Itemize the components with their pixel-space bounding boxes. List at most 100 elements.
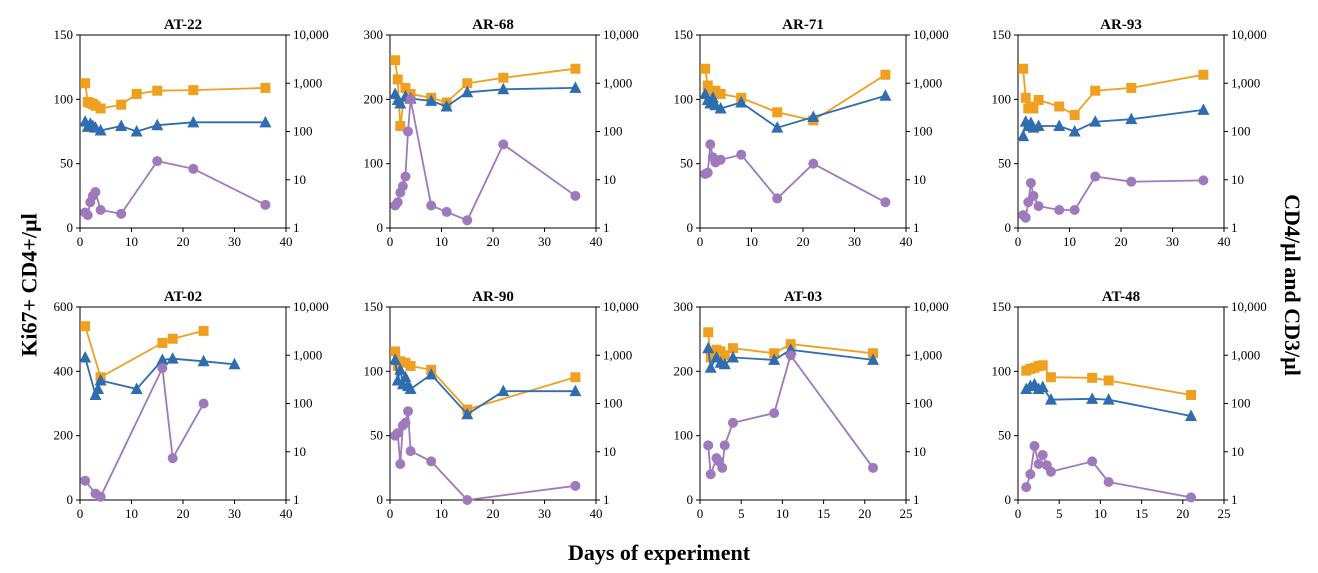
circle-marker [785, 350, 796, 361]
square-marker [1090, 85, 1101, 96]
circle-marker [167, 453, 178, 464]
circle-marker [736, 149, 747, 160]
plot-frame [389, 34, 597, 229]
circle-marker [441, 206, 452, 217]
chart-panel: AT-03 0 5 10 15 20 25 0 100 200 300 1 10 100 1,000 10,0… [674, 289, 949, 521]
circle-marker [116, 208, 127, 219]
square-marker [1045, 372, 1056, 383]
x-tick-label: 30 [228, 234, 241, 249]
series-line-orange [1022, 68, 1204, 117]
square-marker [400, 82, 411, 93]
x-tick-label: 20 [487, 506, 500, 521]
triangle-marker [1017, 129, 1030, 142]
y-tick-label: 0 [687, 220, 694, 235]
chart-panel: AT-22 0 10 20 30 40 0 50 100 150 1 10 100 1,000 10,000 [54, 17, 329, 249]
y2-tick-label: 10,000 [1231, 299, 1267, 314]
circle-marker [808, 158, 819, 169]
square-marker [1186, 390, 1197, 401]
y-tick-label: 300 [364, 27, 384, 42]
square-marker [719, 350, 730, 361]
x-tick-label: 20 [858, 506, 871, 521]
square-marker [570, 63, 581, 74]
y-tick-label: 100 [674, 428, 694, 443]
triangle-marker [867, 353, 880, 365]
circle-marker [188, 163, 199, 174]
circle-marker [426, 200, 437, 211]
series-line-purple [394, 411, 576, 501]
square-marker [157, 337, 168, 348]
triangle-marker [1086, 392, 1099, 404]
triangle-marker [156, 353, 169, 365]
circle-marker [1054, 204, 1065, 215]
y2-tick-label: 1,000 [913, 347, 942, 362]
y2-tick-label: 10,000 [913, 299, 949, 314]
circle-marker [95, 491, 106, 502]
circle-marker [1025, 469, 1036, 480]
chart-panel: AR-71 0 10 20 30 40 0 50 100 150 1 10 100 1,000 10,000 [674, 17, 949, 249]
circle-marker [705, 469, 716, 480]
y2-tick-label: 100 [603, 396, 623, 411]
triangle-marker [702, 341, 715, 354]
x-tick-label: 5 [738, 506, 745, 521]
y2-tick-label: 1 [1231, 492, 1238, 507]
series-line-purple [84, 364, 205, 499]
square-marker [260, 82, 271, 93]
square-marker [700, 63, 711, 74]
triangle-marker [1102, 393, 1115, 405]
series-line-orange [394, 60, 576, 127]
y2-tick-label: 10 [603, 172, 616, 187]
y-tick-label: 100 [992, 363, 1012, 378]
panel-title: AT-02 [164, 289, 202, 305]
x-tick-label: 25 [900, 506, 913, 521]
square-marker [1028, 103, 1039, 114]
square-marker [1087, 372, 1098, 383]
x-tick-label: 10 [1094, 506, 1107, 521]
circle-marker [702, 167, 713, 178]
series-line-orange [84, 83, 266, 110]
triangle-marker [1032, 119, 1045, 132]
triangle-marker [771, 121, 784, 133]
x-tick-label: 40 [280, 234, 293, 249]
circle-marker [157, 363, 168, 374]
y-tick-label: 400 [54, 363, 74, 378]
x-tick-label: 10 [435, 234, 448, 249]
circle-marker [703, 440, 714, 451]
x-tick-label: 10 [435, 506, 448, 521]
triangle-marker [130, 382, 143, 394]
triangle-marker [94, 373, 107, 386]
y2-tick-label: 1,000 [913, 75, 942, 90]
y2-tick-label: 10 [913, 172, 926, 187]
series-line-purple [1025, 445, 1192, 499]
y-tick-label: 50 [680, 156, 693, 171]
x-tick-label: 5 [1056, 506, 1063, 521]
y-tick-label: 600 [54, 299, 74, 314]
circle-marker [570, 190, 581, 201]
triangle-marker [89, 388, 102, 401]
triangle-marker [151, 118, 164, 131]
y-tick-label: 50 [998, 156, 1011, 171]
y2-tick-label: 10,000 [1231, 27, 1267, 42]
x-tick-label: 20 [177, 506, 190, 521]
circle-marker [405, 446, 416, 457]
chart-panel: AT-020 10 20 30 4002004006001101001,00010,00… [54, 289, 329, 521]
plot-frame [1017, 34, 1225, 229]
y2-tick-label: 1 [913, 220, 920, 235]
square-marker [188, 85, 199, 96]
y-tick-label: 150 [992, 27, 1012, 42]
square-marker [1054, 101, 1065, 112]
circle-marker [462, 215, 473, 226]
triangle-marker [569, 384, 582, 397]
y2-tick-label: 1 [1231, 220, 1238, 235]
circle-marker [1025, 177, 1036, 188]
circle-marker [400, 171, 411, 182]
y2-tick-label: 100 [293, 396, 313, 411]
x-tick-label: 40 [280, 506, 293, 521]
panel-title: AT-03 [784, 289, 822, 305]
series-line-purple [84, 160, 266, 217]
square-marker [1020, 92, 1031, 103]
y-tick-label: 50 [60, 156, 73, 171]
y2-tick-label: 1 [293, 220, 300, 235]
y-axis-label-right-text: CD4/µl and CD3/µl [1280, 194, 1306, 376]
y-axis-label-left-text: Ki67+ CD4+/µl [17, 213, 43, 357]
x-tick-label: 20 [177, 234, 190, 249]
